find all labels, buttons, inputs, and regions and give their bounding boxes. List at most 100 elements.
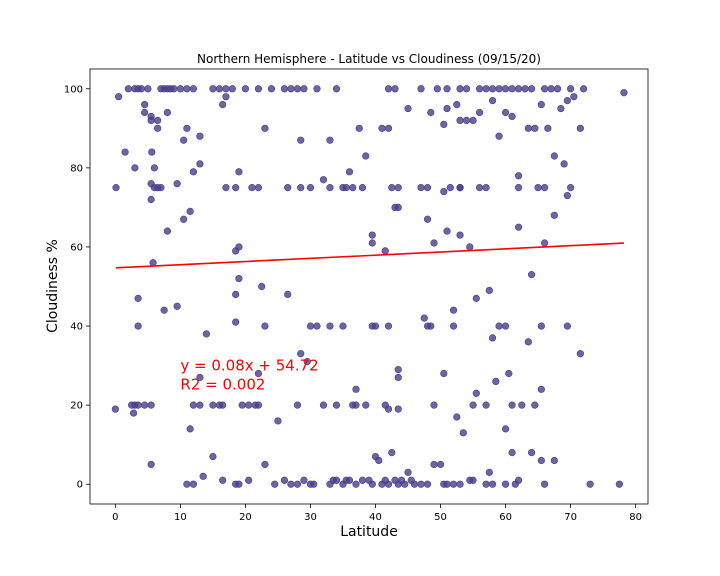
data-point <box>459 429 467 437</box>
data-point <box>436 460 445 469</box>
data-point <box>524 338 532 346</box>
data-point <box>531 401 539 409</box>
data-point <box>430 401 438 409</box>
data-point <box>554 85 562 93</box>
regression-line-group <box>115 242 624 269</box>
data-point <box>482 184 490 192</box>
data-point <box>563 322 571 330</box>
data-point <box>462 85 471 93</box>
x-tick-label: 0 <box>112 512 118 523</box>
data-point <box>189 480 198 488</box>
data-point <box>563 191 571 200</box>
data-point <box>427 322 435 330</box>
y-tick-label: 0 <box>77 480 83 491</box>
data-point <box>514 85 523 93</box>
data-point <box>576 124 584 132</box>
data-point <box>235 243 243 251</box>
data-point <box>186 425 194 433</box>
data-point <box>202 330 211 338</box>
data-point <box>443 480 451 488</box>
data-point <box>537 456 545 465</box>
data-point <box>180 215 188 223</box>
data-point <box>514 184 523 192</box>
data-point <box>160 306 168 314</box>
data-point <box>303 358 311 366</box>
data-point <box>550 456 558 465</box>
data-point <box>342 184 350 192</box>
data-point <box>209 401 217 409</box>
data-point <box>446 184 454 192</box>
data-point <box>339 322 347 330</box>
data-points <box>111 85 628 488</box>
data-point <box>332 401 341 409</box>
data-point <box>297 184 305 192</box>
data-point <box>332 85 341 93</box>
x-tick-label: 60 <box>499 512 512 523</box>
data-point <box>219 401 227 409</box>
data-point <box>209 452 217 461</box>
data-point <box>540 85 549 93</box>
data-point <box>241 85 250 93</box>
x-tick-label: 80 <box>629 512 642 523</box>
data-point <box>417 184 425 192</box>
data-point <box>550 152 558 160</box>
data-point <box>121 148 129 156</box>
data-point <box>150 164 158 172</box>
data-point <box>514 223 523 231</box>
data-point <box>394 373 402 382</box>
data-point <box>527 85 536 93</box>
data-point <box>537 100 545 109</box>
data-point <box>540 239 549 247</box>
data-point <box>472 389 480 397</box>
data-point <box>222 85 230 93</box>
data-point <box>222 93 230 101</box>
data-point <box>326 136 334 144</box>
x-tick-label: 70 <box>564 512 577 523</box>
data-point <box>284 290 292 299</box>
data-point <box>404 468 412 476</box>
data-point <box>563 97 571 105</box>
data-point <box>508 85 516 93</box>
data-point <box>157 184 165 192</box>
data-point <box>261 460 269 469</box>
data-point <box>482 85 490 93</box>
y-axis: 0 20 40 60 80 100 <box>64 84 90 491</box>
data-point <box>410 480 419 488</box>
data-point <box>319 176 328 184</box>
data-point <box>501 108 510 117</box>
data-point <box>362 152 370 160</box>
data-point <box>440 187 448 196</box>
data-point <box>261 322 269 330</box>
data-point <box>163 227 171 235</box>
data-point <box>362 401 370 409</box>
data-point <box>430 239 438 247</box>
data-point <box>384 480 393 488</box>
data-point <box>508 112 516 121</box>
data-point <box>547 85 555 93</box>
data-point <box>196 373 204 382</box>
data-point <box>144 85 152 93</box>
data-point <box>293 85 302 93</box>
data-point <box>355 124 363 132</box>
data-point <box>352 385 360 393</box>
data-point <box>508 401 516 409</box>
data-point <box>475 85 484 93</box>
data-point <box>131 164 139 172</box>
data-point <box>352 480 360 488</box>
data-point <box>537 385 545 393</box>
data-point <box>420 314 428 322</box>
data-point <box>163 108 171 117</box>
data-point <box>521 85 529 93</box>
data-point <box>514 172 523 180</box>
data-point <box>154 116 162 125</box>
data-point <box>485 286 493 295</box>
regression-equation: y = 0.08x + 54.72 <box>180 357 318 375</box>
data-point <box>475 184 484 192</box>
data-point <box>417 85 425 93</box>
data-point <box>235 480 243 488</box>
data-point <box>580 85 588 93</box>
data-point <box>306 322 315 330</box>
data-point <box>391 85 399 93</box>
